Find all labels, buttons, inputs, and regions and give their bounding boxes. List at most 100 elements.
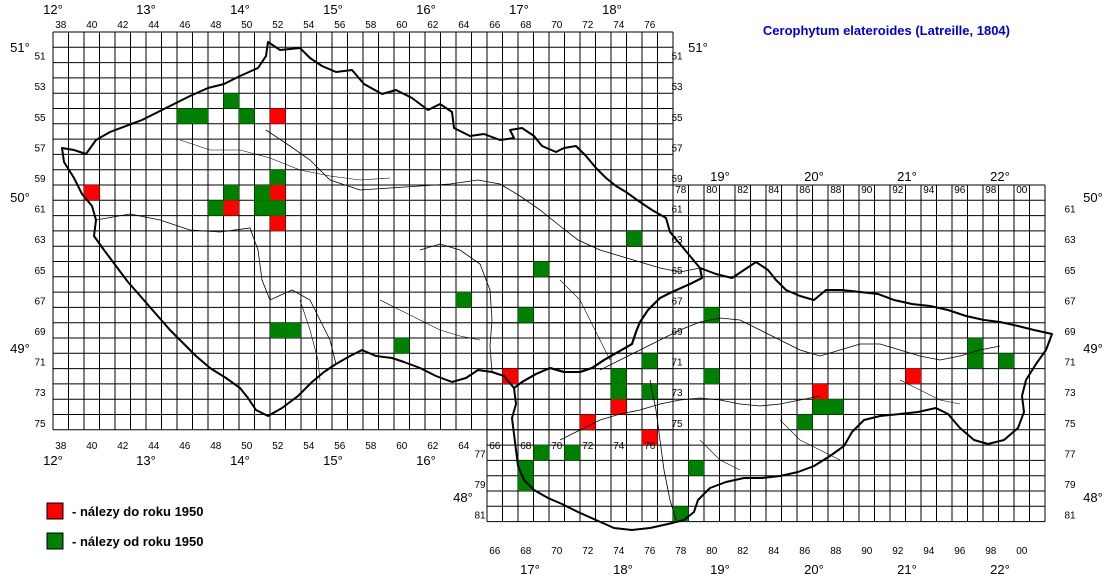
col-label-bottom: 72: [582, 441, 594, 452]
sk-col-label-bottom: 80: [706, 546, 718, 557]
record-square: [797, 414, 813, 430]
sk-col-label-top: 86: [799, 185, 811, 196]
sk-row-label-right: 61: [1064, 205, 1076, 216]
region-boundary: [649, 379, 677, 521]
latitude-label-right: 50°: [1083, 190, 1103, 205]
region-boundary: [265, 129, 701, 273]
sk-row-label-right: 81: [1064, 511, 1076, 522]
latitude-label-right: 51°: [688, 40, 708, 55]
river: [699, 439, 741, 471]
col-label-bottom: 54: [303, 441, 315, 452]
col-label-top: 66: [489, 20, 501, 31]
record-square: [270, 322, 286, 338]
legend-swatch-since-1950: [46, 532, 64, 550]
col-label-top: 70: [551, 20, 563, 31]
sk-longitude-label-bottom: 18°: [613, 562, 633, 577]
longitude-label-bottom: 12°: [43, 453, 63, 468]
longitude-label-top: 13°: [136, 2, 156, 17]
record-square: [828, 399, 844, 415]
record-square: [580, 414, 596, 430]
row-label-left: 61: [34, 205, 46, 216]
record-square: [270, 108, 286, 124]
sk-col-label-top: 98: [985, 185, 997, 196]
row-label-left: 51: [34, 52, 46, 63]
sk-col-label-bottom: 98: [985, 546, 997, 557]
sk-col-label-top: 84: [768, 185, 780, 196]
row-label-right: 53: [671, 82, 683, 93]
col-label-bottom: 42: [117, 441, 129, 452]
record-square: [533, 445, 549, 461]
col-label-bottom: 74: [613, 441, 625, 452]
record-square: [611, 399, 627, 415]
sk-longitude-label-bottom: 19°: [710, 562, 730, 577]
region-boundary: [559, 395, 821, 441]
col-label-top: 48: [210, 20, 222, 31]
sk-col-label-bottom: 90: [861, 546, 873, 557]
sk-row-label-left: 81: [474, 511, 486, 522]
record-square: [223, 185, 239, 201]
sk-col-label-bottom: 92: [892, 546, 904, 557]
col-label-bottom: 62: [427, 441, 439, 452]
sk-row-label-right: 77: [1064, 449, 1076, 460]
longitude-label-top: 16°: [416, 2, 436, 17]
latitude-label-left: 51°: [10, 40, 30, 55]
record-square: [285, 322, 301, 338]
sk-longitude-label-top: 21°: [897, 169, 917, 184]
region-boundary: [419, 243, 493, 373]
sk-col-label-bottom: 70: [551, 546, 563, 557]
record-square: [967, 353, 983, 369]
record-square: [905, 368, 921, 384]
sk-row-label-right: 67: [1064, 296, 1076, 307]
row-label-right: 63: [671, 235, 683, 246]
row-label-left: 65: [34, 266, 46, 277]
sk-col-label-top: 78: [675, 185, 687, 196]
row-label-left: 59: [34, 174, 46, 185]
col-label-bottom: 60: [396, 441, 408, 452]
record-square: [518, 475, 534, 491]
row-label-left: 55: [34, 113, 46, 124]
sk-row-label-right: 71: [1064, 358, 1076, 369]
record-square: [192, 108, 208, 124]
col-label-bottom: 46: [179, 441, 191, 452]
record-square: [626, 230, 642, 247]
longitude-label-top: 15°: [323, 2, 343, 17]
sk-col-label-top: 90: [861, 185, 873, 196]
row-label-right: 59: [671, 174, 683, 185]
record-square: [223, 93, 239, 109]
record-square: [208, 200, 224, 216]
sk-longitude-label-bottom: 22°: [990, 562, 1010, 577]
latitude-label-right: 49°: [1083, 341, 1103, 356]
river: [299, 299, 321, 381]
record-square: [518, 307, 534, 323]
col-label-bottom: 52: [272, 441, 284, 452]
col-label-top: 46: [179, 20, 191, 31]
row-label-left: 53: [34, 82, 46, 93]
col-label-top: 56: [334, 20, 346, 31]
record-square: [688, 460, 704, 476]
col-label-top: 40: [86, 20, 98, 31]
latitude-label-left: 50°: [10, 190, 30, 205]
col-label-top: 68: [520, 20, 532, 31]
col-label-bottom: 50: [241, 441, 253, 452]
record-square: [533, 261, 549, 277]
sk-col-label-bottom: 66: [489, 546, 501, 557]
sk-col-label-top: 94: [923, 185, 935, 196]
sk-longitude-label-bottom: 20°: [804, 562, 824, 577]
record-square: [456, 292, 472, 308]
row-label-right: 73: [671, 388, 683, 399]
record-square: [270, 200, 286, 216]
sk-col-label-bottom: 82: [737, 546, 749, 557]
col-label-top: 74: [613, 20, 625, 31]
sk-col-label-top: 82: [737, 185, 749, 196]
col-label-bottom: 38: [55, 441, 67, 452]
row-label-right: 71: [671, 358, 683, 369]
river: [179, 139, 391, 181]
longitude-label-top: 12°: [43, 2, 63, 17]
col-label-bottom: 64: [458, 441, 470, 452]
legend: - nálezy do roku 1950 - nálezy od roku 1…: [46, 502, 204, 550]
sk-longitude-label-top: 20°: [804, 169, 824, 184]
col-label-bottom: 44: [148, 441, 160, 452]
sk-col-label-top: 80: [706, 185, 718, 196]
map-title: Cerophytum elateroides (Latreille, 1804): [763, 23, 1010, 38]
record-square: [611, 383, 627, 400]
